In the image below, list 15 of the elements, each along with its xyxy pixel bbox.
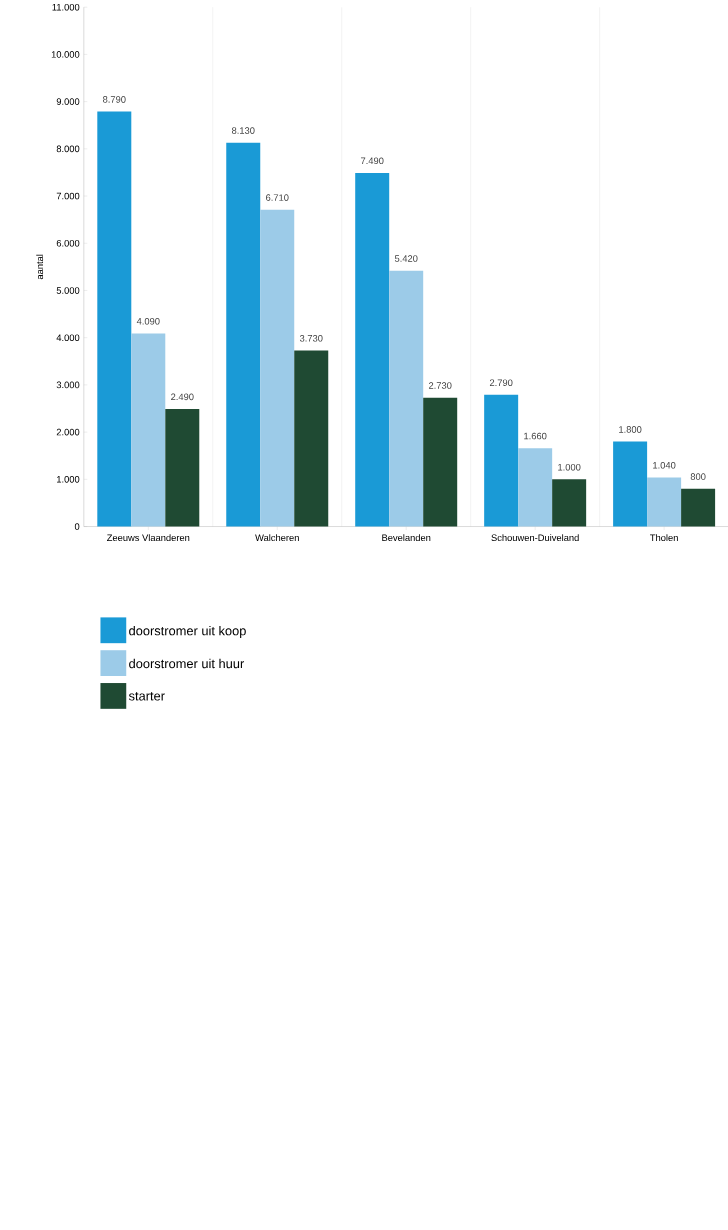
bar	[388, 270, 423, 527]
bar	[612, 441, 647, 527]
bar	[225, 142, 260, 527]
bar	[164, 408, 199, 527]
bar	[680, 488, 715, 527]
bar	[422, 397, 457, 527]
bar	[293, 350, 328, 527]
bar	[130, 333, 165, 527]
bar	[96, 111, 131, 527]
bar	[354, 172, 389, 527]
bar	[551, 479, 586, 527]
bar	[483, 394, 518, 527]
bar	[517, 448, 552, 527]
bar	[259, 209, 294, 527]
bar	[646, 477, 681, 527]
